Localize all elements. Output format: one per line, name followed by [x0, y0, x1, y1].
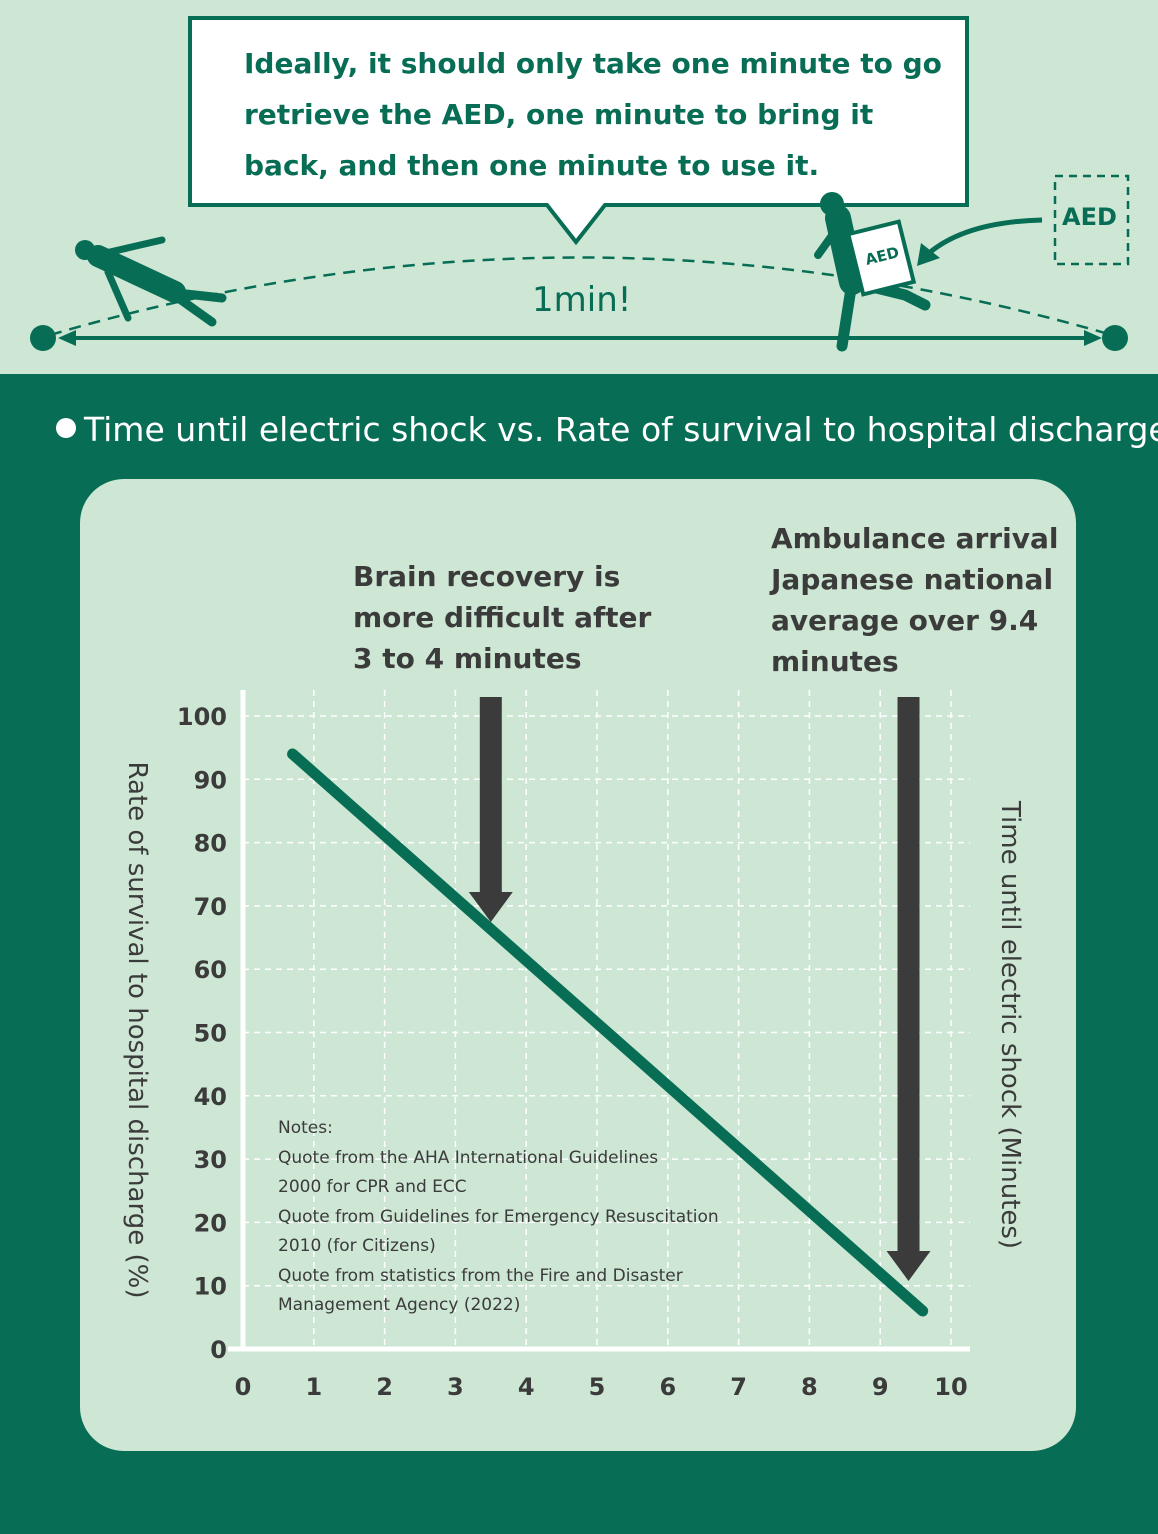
aed-box-label: AED — [1062, 203, 1117, 231]
note-line: Notes: — [278, 1118, 333, 1138]
survival-line — [287, 748, 929, 1317]
y-tick-label: 80 — [194, 830, 227, 858]
x-tick-label: 7 — [730, 1373, 747, 1401]
annotation-brain: Brain recovery is more difficult after 3… — [353, 560, 652, 675]
section-title: Time until electric shock vs. Rate of su… — [56, 410, 1158, 449]
note-line: Quote from statistics from the Fire and … — [278, 1265, 683, 1286]
note-line: Quote from the AHA International Guideli… — [278, 1147, 659, 1168]
y-tick-label: 0 — [210, 1336, 227, 1364]
aed-dashed-box — [1053, 174, 1130, 266]
speech-bubble — [188, 16, 969, 246]
y-tick-label: 100 — [177, 703, 227, 731]
x-tick-label: 1 — [305, 1373, 322, 1401]
marker-arrow — [886, 697, 931, 1281]
chart-markers — [468, 697, 931, 1281]
chart-grid — [243, 690, 970, 1349]
annotation-ambulance: Ambulance arrival Japanese national aver… — [771, 522, 1059, 678]
y-axis-label: Rate of survival to hospital discharge (… — [122, 761, 152, 1299]
section-title-text: Time until electric shock vs. Rate of su… — [84, 410, 1158, 449]
header-svg — [30, 16, 1130, 352]
bubble-text: Ideally, it should only take one minute … — [244, 47, 942, 182]
double-arrow-icon — [30, 325, 1128, 351]
y-tick-label: 40 — [194, 1083, 227, 1111]
collapsed-person-icon — [75, 236, 227, 327]
note-line: 2000 for CPR and ECC — [278, 1177, 467, 1197]
x-tick-label: 8 — [801, 1373, 818, 1401]
x-tick-label: 6 — [659, 1373, 676, 1401]
x-tick-label: 5 — [589, 1373, 606, 1401]
y-tick-label: 50 — [194, 1020, 227, 1048]
running-person-with-aed-icon — [814, 192, 931, 352]
distance-label: 1min! — [532, 280, 632, 320]
note-line: Quote from Guidelines for Emergency Resu… — [278, 1206, 719, 1227]
x-tick-label: 0 — [235, 1373, 252, 1401]
x-tick-label: 4 — [518, 1373, 535, 1401]
x-tick-label: 9 — [872, 1373, 889, 1401]
y-tick-label: 30 — [194, 1146, 227, 1174]
note-line: 2010 (for Citizens) — [278, 1236, 436, 1256]
y-tick-label: 70 — [194, 893, 227, 921]
y-tick-label: 60 — [194, 956, 227, 984]
curved-arrow-icon — [917, 217, 1043, 266]
chart-axes — [228, 690, 970, 1352]
y-tick-label: 20 — [194, 1209, 227, 1237]
x-tick-label: 3 — [447, 1373, 464, 1401]
x-tick-label: 2 — [376, 1373, 393, 1401]
y-tick-label: 90 — [194, 766, 227, 794]
chart-series — [287, 748, 929, 1317]
notes: Notes: Quote from the AHA International … — [278, 1114, 738, 1321]
x-axis-label: Time until electric shock (Minutes) — [995, 800, 1025, 1250]
note-line: Management Agency (2022) — [278, 1295, 521, 1315]
y-tick-label: 10 — [194, 1273, 227, 1301]
x-tick-label: 10 — [934, 1373, 967, 1401]
bullet-dot — [56, 418, 76, 438]
marker-arrow — [468, 697, 513, 922]
